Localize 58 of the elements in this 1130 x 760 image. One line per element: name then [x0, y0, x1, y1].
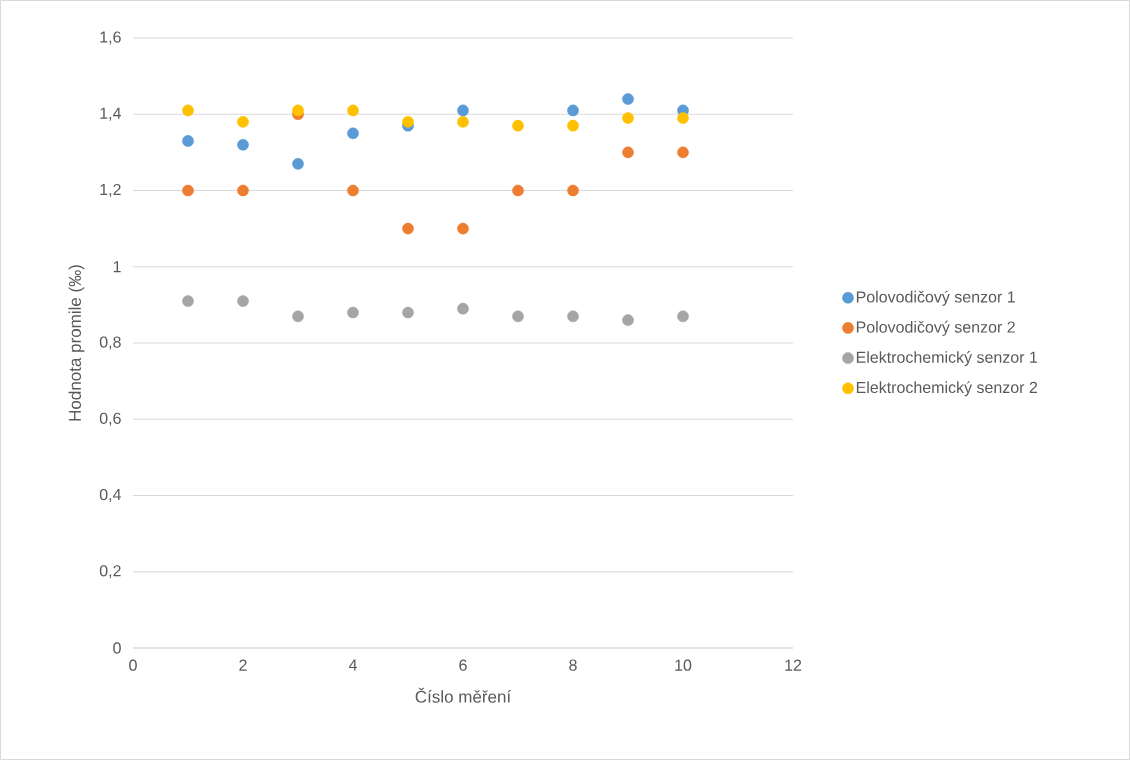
point	[347, 184, 359, 197]
point	[622, 112, 634, 124]
point	[182, 295, 194, 307]
point	[182, 104, 194, 117]
legend-label: Elektrochemický senzor 1	[856, 350, 1038, 367]
point	[512, 310, 524, 323]
legend-label: Polovodičový senzor 2	[856, 320, 1015, 336]
x-tick-label: 6	[459, 659, 467, 671]
y-tick-label: 0,6	[99, 412, 121, 426]
point	[457, 104, 469, 117]
point	[402, 306, 414, 319]
point	[567, 184, 579, 197]
y-axis-title: Hodnota promile (‰)	[68, 265, 85, 421]
x-tick-label: 0	[129, 659, 137, 671]
y-tick-label: 1	[113, 261, 121, 273]
point	[292, 310, 304, 323]
point	[347, 104, 359, 117]
point	[512, 184, 524, 197]
point	[237, 116, 249, 128]
y-tick-label: 0,2	[99, 565, 121, 579]
legend-label: Elektrochemický senzor 2	[856, 381, 1038, 397]
x-tick-label: 2	[239, 659, 247, 671]
point	[237, 295, 249, 307]
point	[237, 138, 249, 151]
y-tick-label: 1,4	[100, 107, 122, 121]
point	[292, 158, 304, 170]
x-tick-label: 12	[785, 659, 802, 671]
point	[457, 222, 469, 235]
x-tick-label: 10	[675, 659, 692, 671]
point	[347, 306, 359, 319]
point	[182, 184, 194, 197]
y-tick-label: 0,4	[99, 488, 122, 503]
point	[457, 302, 469, 315]
point	[347, 127, 359, 140]
point	[622, 314, 634, 326]
point	[237, 184, 249, 197]
point	[567, 104, 579, 117]
point	[292, 104, 304, 117]
y-tick-label: 0	[113, 642, 121, 654]
legend-label: Polovodičový senzor 1	[856, 290, 1015, 306]
point	[457, 116, 469, 128]
point	[677, 112, 689, 124]
point	[567, 119, 579, 132]
y-tick-label: 1,6	[100, 31, 121, 45]
point	[677, 310, 689, 323]
x-axis-title: Číslo měření	[415, 687, 512, 703]
point	[677, 146, 689, 159]
point	[402, 222, 414, 235]
point	[512, 119, 524, 132]
y-tick-label: 1,2	[100, 183, 121, 198]
point	[567, 310, 579, 323]
point	[622, 93, 634, 105]
y-tick-label: 0,8	[99, 336, 121, 350]
x-tick-label: 8	[569, 659, 577, 671]
point	[182, 135, 194, 147]
x-tick-label: 4	[348, 659, 357, 671]
point	[622, 146, 634, 159]
point	[402, 116, 414, 128]
